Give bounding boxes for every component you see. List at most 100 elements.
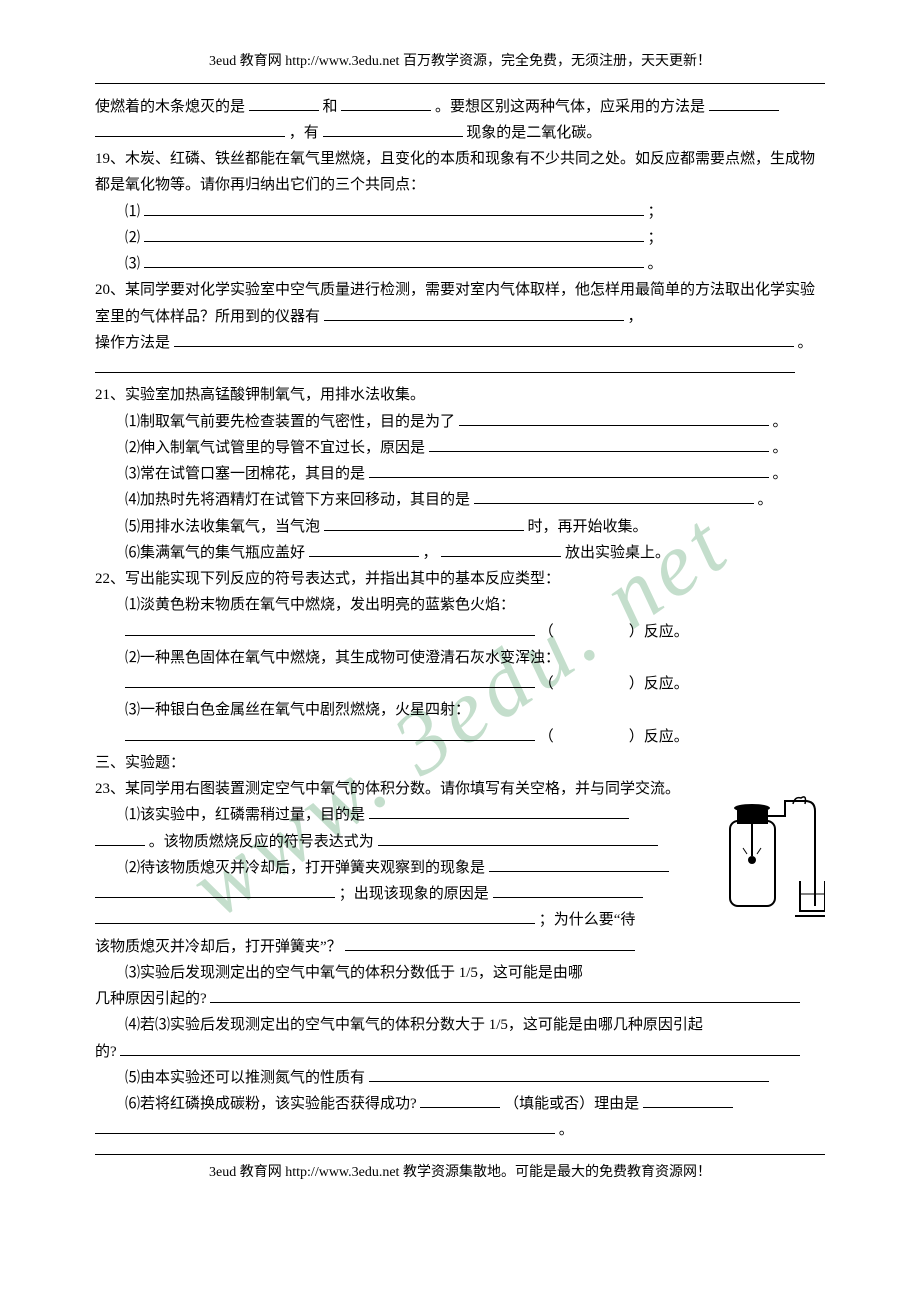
q21-3: ⑶常在试管口塞一团棉花，其目的是 。: [95, 461, 825, 487]
q22-3-blank: （ ）反应。: [95, 724, 825, 750]
blank: [324, 515, 524, 531]
q18-line1: 使燃着的木条熄灭的是 和 。要想区别这两种气体，应采用的方法是: [95, 94, 825, 120]
text: 的?: [95, 1044, 117, 1060]
text: 和: [323, 99, 338, 115]
reaction-label: （ ）反应。: [539, 729, 689, 745]
blank: [125, 725, 535, 741]
stop: 。: [758, 492, 773, 508]
stop: 。: [773, 440, 788, 456]
text: （填能或否）理由是: [504, 1096, 639, 1112]
q21-4: ⑷加热时先将酒精灯在试管下方来回移动，其目的是 。: [95, 487, 825, 513]
q19: 19、木炭、红磷、铁丝都能在氧气里燃烧，且变化的本质和现象有不少共同之处。如反应…: [95, 146, 825, 199]
blank: [474, 488, 754, 504]
blank: [369, 803, 629, 819]
stop: 。: [798, 335, 813, 351]
blank: [341, 95, 431, 111]
blank: [493, 882, 643, 898]
text: 使燃着的木条熄灭的是: [95, 99, 245, 115]
blank: [125, 620, 535, 636]
q20-line1: 20、某同学要对化学实验室中空气质量进行检测，需要对室内气体取样，他怎样用最简单…: [95, 277, 825, 330]
blank: [95, 830, 145, 846]
stop: 。: [648, 256, 663, 272]
q23-3: ⑶实验后发现测定出的空气中氧气的体积分数低于 1/5，这可能是由哪: [95, 960, 825, 986]
text: ⑷加热时先将酒精灯在试管下方来回移动，其目的是: [125, 492, 470, 508]
q22-1: ⑴淡黄色粉末物质在氧气中燃烧，发出明亮的蓝紫色火焰：: [95, 592, 825, 618]
bottom-rule: [95, 1154, 825, 1155]
reaction-label: （ ）反应。: [539, 676, 689, 692]
q19-2: ⑵ ；: [95, 225, 825, 251]
q19-3: ⑶ 。: [95, 251, 825, 277]
stop: 。: [773, 466, 788, 482]
q23-2d: 该物质熄灭并冷却后，打开弹簧夹”？: [95, 934, 825, 960]
text: ⑹若将红磷换成碳粉，该实验能否获得成功?: [125, 1096, 417, 1112]
stop: 。: [773, 414, 788, 430]
top-rule: [95, 83, 825, 84]
text: ⑴制取氧气前要先检查装置的气密性，目的是为了: [125, 414, 455, 430]
text: ⑶常在试管口塞一团棉花，其目的是: [125, 466, 365, 482]
blank: [174, 331, 794, 347]
q22-2: ⑵一种黑色固体在氧气中燃烧，其生成物可使澄清石灰水变浑浊：: [95, 645, 825, 671]
q23-4: ⑷若⑶实验后发现测定出的空气中氧气的体积分数大于 1/5，这可能是由哪几种原因引…: [95, 1012, 825, 1038]
blank: [369, 462, 769, 478]
blank: [345, 935, 635, 951]
q20-line2: 操作方法是 。: [95, 330, 825, 356]
blank: [95, 908, 535, 924]
text: 操作方法是: [95, 335, 170, 351]
q21-6: ⑹集满氧气的集气瓶应盖好 ， 放出实验桌上。: [95, 540, 825, 566]
q18-line2: ，有 现象的是二氧化碳。: [95, 120, 825, 146]
page-footer: 3eud 教育网 http://www.3edu.net 教学资源集散地。可能是…: [95, 1161, 825, 1186]
blank: [643, 1092, 733, 1108]
text: ⑸由本实验还可以推测氮气的性质有: [125, 1070, 365, 1086]
blank: [210, 987, 800, 1003]
blank: [489, 856, 669, 872]
blank: [125, 672, 535, 688]
experiment-diagram: [695, 776, 825, 926]
q23-6b2: 。: [95, 1117, 825, 1143]
q21-2: ⑵伸入制氧气试管里的导管不宜过长，原因是 。: [95, 435, 825, 461]
q21-5: ⑸用排水法收集氧气，当气泡 时，再开始收集。: [95, 514, 825, 540]
blank: [120, 1040, 800, 1056]
q21-title: 21、实验室加热高锰酸钾制氧气，用排水法收集。: [95, 382, 825, 408]
q23-4b: 的?: [95, 1039, 825, 1065]
semi: ；: [648, 204, 663, 220]
blank: [249, 95, 319, 111]
text: 放出实验桌上。: [565, 545, 670, 561]
q23: 23、某同学用右图装置测定空气中氧气的体积分数。请你填写有关空格，并与同学交流。…: [95, 776, 825, 1144]
reaction-label: （ ）反应。: [539, 624, 689, 640]
text: 。该物质燃烧反应的符号表达式为: [149, 834, 374, 850]
comma: ，: [423, 545, 438, 561]
q23-5: ⑸由本实验还可以推测氮气的性质有: [95, 1065, 825, 1091]
blank: [309, 541, 419, 557]
label: ⑶: [125, 256, 140, 272]
q21-1: ⑴制取氧气前要先检查装置的气密性，目的是为了 。: [95, 409, 825, 435]
text: 现象的是二氧化碳。: [466, 125, 601, 141]
blank: [144, 252, 644, 268]
text: ⑹集满氧气的集气瓶应盖好: [125, 545, 305, 561]
section-3: 三、实验题：: [95, 750, 825, 776]
stop: 。: [559, 1122, 574, 1138]
text: 该物质熄灭并冷却后，打开弹簧夹”？: [95, 939, 342, 955]
label: ⑴: [125, 204, 140, 220]
comma: ，: [628, 309, 643, 325]
text: 。要想区别这两种气体，应采用的方法是: [435, 99, 705, 115]
blank: [441, 541, 561, 557]
blank: [95, 121, 285, 137]
q19-1: ⑴ ；: [95, 199, 825, 225]
blank: [95, 1118, 555, 1134]
blank: [324, 305, 624, 321]
blank: [323, 121, 463, 137]
q23-6: ⑹若将红磷换成碳粉，该实验能否获得成功? （填能或否）理由是: [95, 1091, 825, 1117]
blank: [369, 1066, 769, 1082]
label: ⑵: [125, 230, 140, 246]
blank: [95, 357, 795, 373]
page-header: 3eud 教育网 http://www.3edu.net 百万教学资源，完全免费…: [95, 50, 825, 75]
text: ；为什么要“待: [539, 912, 636, 928]
blank: [459, 410, 769, 426]
text: 时，再开始收集。: [528, 519, 648, 535]
text: ⑸用排水法收集氧气，当气泡: [125, 519, 320, 535]
blank: [420, 1092, 500, 1108]
q22-2-blank: （ ）反应。: [95, 671, 825, 697]
content: 使燃着的木条熄灭的是 和 。要想区别这两种气体，应采用的方法是 ，有 现象的是二…: [95, 94, 825, 1144]
q20-line3: [95, 356, 825, 382]
blank: [378, 830, 658, 846]
